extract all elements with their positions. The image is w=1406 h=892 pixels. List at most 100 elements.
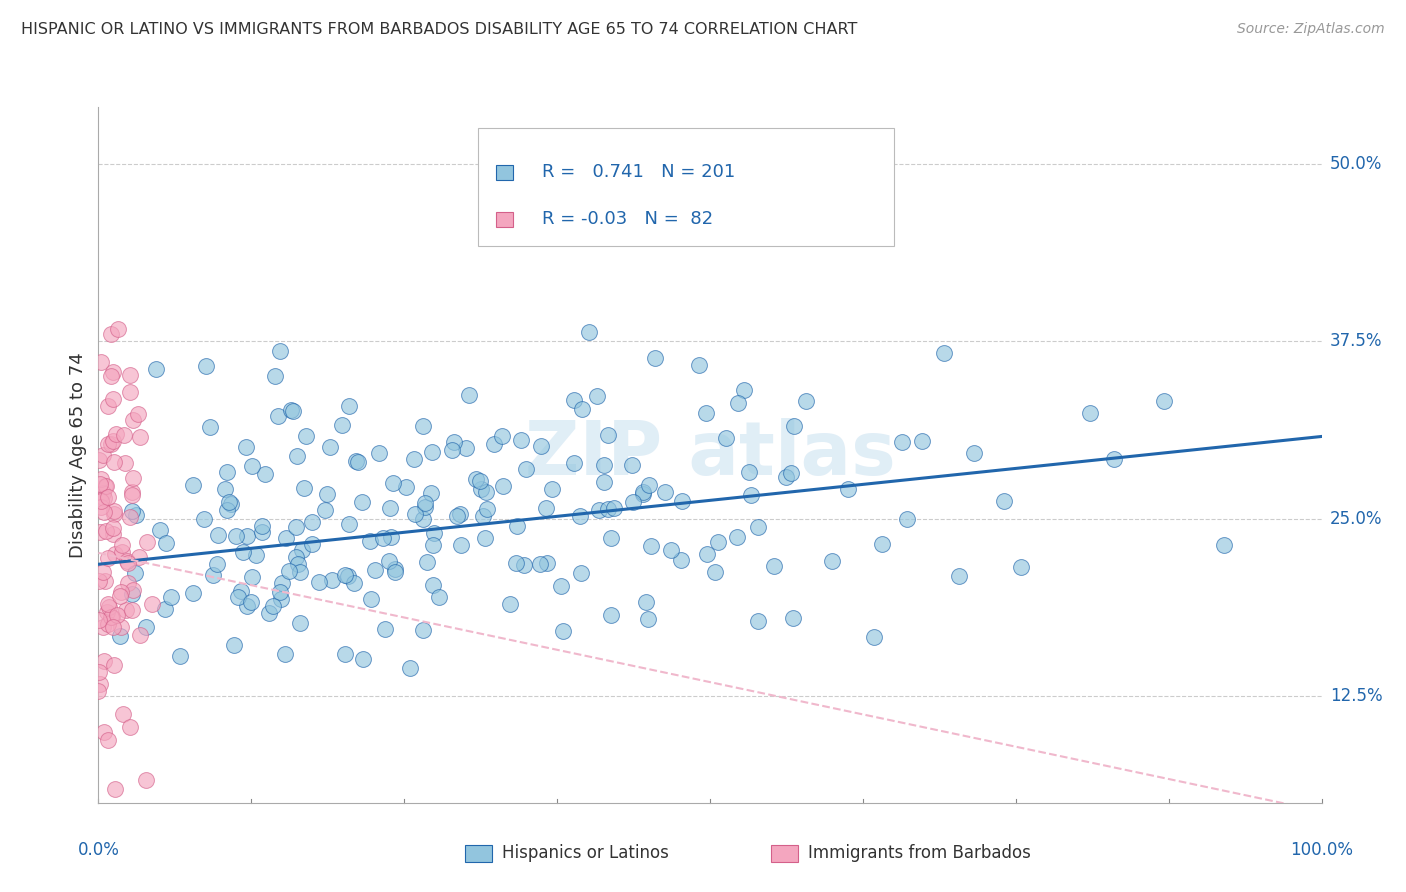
Point — [121, 504, 143, 518]
Point — [194, 359, 217, 374]
Point — [236, 528, 259, 542]
Point — [287, 558, 309, 572]
Point — [443, 435, 465, 450]
Point — [427, 590, 450, 604]
Point — [378, 501, 401, 516]
Point — [269, 343, 291, 358]
Point — [160, 591, 183, 605]
Point — [593, 458, 616, 473]
Point — [155, 535, 177, 549]
Point — [153, 602, 176, 616]
Point — [706, 534, 728, 549]
Point — [183, 478, 205, 492]
Point — [596, 428, 619, 442]
Point — [301, 515, 323, 529]
Point — [621, 495, 644, 509]
Point — [93, 724, 115, 739]
Point — [93, 479, 115, 493]
Bar — [496, 165, 513, 180]
Point — [696, 547, 718, 561]
Point — [115, 554, 138, 568]
Text: R = -0.03   N =  82: R = -0.03 N = 82 — [543, 210, 714, 228]
Point — [412, 512, 434, 526]
Point — [219, 497, 242, 511]
Point — [344, 454, 367, 468]
Point — [112, 427, 135, 442]
Point — [89, 452, 111, 467]
Point — [499, 597, 522, 611]
Point — [470, 483, 492, 497]
Point — [94, 574, 117, 588]
Point — [115, 603, 138, 617]
Point — [97, 617, 120, 632]
Point — [688, 358, 710, 372]
Y-axis label: Disability Age 65 to 74: Disability Age 65 to 74 — [69, 352, 87, 558]
Point — [337, 517, 360, 532]
Point — [229, 583, 252, 598]
Point — [141, 597, 163, 611]
Point — [285, 449, 308, 463]
Point — [550, 579, 572, 593]
Point — [91, 619, 114, 633]
Point — [593, 475, 616, 489]
Point — [413, 496, 436, 510]
Text: Hispanics or Latinos: Hispanics or Latinos — [502, 844, 669, 862]
Point — [934, 346, 956, 360]
Point — [121, 488, 143, 502]
Point — [105, 608, 128, 623]
Point — [97, 597, 120, 611]
Point — [93, 491, 115, 506]
Point — [330, 417, 353, 432]
Point — [337, 399, 360, 413]
Point — [120, 721, 142, 735]
Point — [124, 566, 146, 581]
Point — [127, 407, 149, 421]
Point — [222, 638, 245, 652]
Point — [135, 535, 157, 549]
Point — [862, 630, 884, 644]
Point — [492, 478, 515, 492]
Point — [183, 585, 205, 599]
Point — [315, 486, 337, 500]
Point — [948, 569, 970, 583]
Point — [585, 388, 607, 402]
Point — [107, 322, 129, 336]
Point — [314, 503, 336, 517]
Point — [333, 648, 356, 662]
Point — [215, 465, 238, 479]
Point — [491, 428, 513, 442]
Bar — [478, 128, 894, 246]
Point — [290, 565, 312, 579]
Point — [100, 609, 122, 624]
Point — [193, 512, 215, 526]
Point — [381, 476, 404, 491]
Point — [603, 501, 626, 516]
Point — [551, 624, 574, 638]
Point — [135, 773, 157, 788]
Point — [733, 383, 755, 397]
Point — [413, 500, 436, 515]
Point — [598, 501, 620, 516]
Bar — [496, 212, 513, 227]
Point — [226, 590, 249, 604]
Point — [395, 480, 418, 494]
Point — [794, 394, 817, 409]
Point — [782, 611, 804, 625]
Point — [380, 530, 402, 544]
Point — [475, 485, 498, 500]
Text: 12.5%: 12.5% — [1330, 688, 1382, 706]
Point — [308, 575, 330, 590]
Point — [89, 613, 111, 627]
Point — [215, 502, 238, 516]
Point — [336, 569, 359, 583]
Text: 0.0%: 0.0% — [77, 841, 120, 859]
Point — [120, 368, 142, 382]
Point — [114, 456, 136, 470]
Text: ZIP atlas: ZIP atlas — [524, 418, 896, 491]
Point — [1153, 393, 1175, 408]
Point — [108, 589, 131, 603]
Point — [510, 434, 533, 448]
Point — [762, 558, 785, 573]
Point — [97, 733, 120, 747]
Point — [1102, 452, 1125, 467]
